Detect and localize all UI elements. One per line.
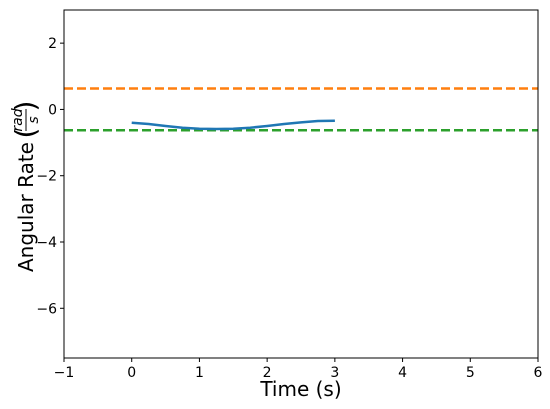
- y-tick-label: −4: [36, 235, 57, 251]
- x-tick-label: 0: [127, 365, 136, 381]
- x-tick-label: 3: [330, 365, 339, 381]
- x-tick-label: 5: [466, 365, 475, 381]
- y-axis-unit-paren-open: (: [9, 128, 42, 139]
- y-tick-label: −6: [36, 301, 57, 317]
- x-tick-label: −1: [54, 365, 75, 381]
- y-axis-ticks: 2 0 −2 −4 −6: [36, 36, 64, 317]
- x-axis-ticks: −1 0 1 2 3 4 5 6: [54, 358, 543, 381]
- y-tick-label: 2: [48, 36, 57, 52]
- y-axis-unit-denominator: s: [26, 116, 42, 123]
- y-axis-label-group: Angular Rate rad s ( ): [9, 101, 42, 272]
- x-tick-label: 1: [195, 365, 204, 381]
- y-axis-unit-paren-close: ): [9, 101, 42, 112]
- y-tick-label: 0: [48, 102, 57, 118]
- x-tick-label: 6: [534, 365, 543, 381]
- x-tick-label: 2: [263, 365, 272, 381]
- y-tick-label: −2: [36, 169, 57, 185]
- series-line-1: [131, 119, 335, 131]
- y-axis-unit-numerator: rad: [10, 108, 26, 131]
- plot-area: [64, 87, 538, 132]
- x-axis-label: Time (s): [259, 377, 341, 401]
- y-axis-label: Angular Rate: [14, 142, 38, 272]
- x-tick-label: 4: [398, 365, 407, 381]
- plot-frame: [63, 9, 539, 359]
